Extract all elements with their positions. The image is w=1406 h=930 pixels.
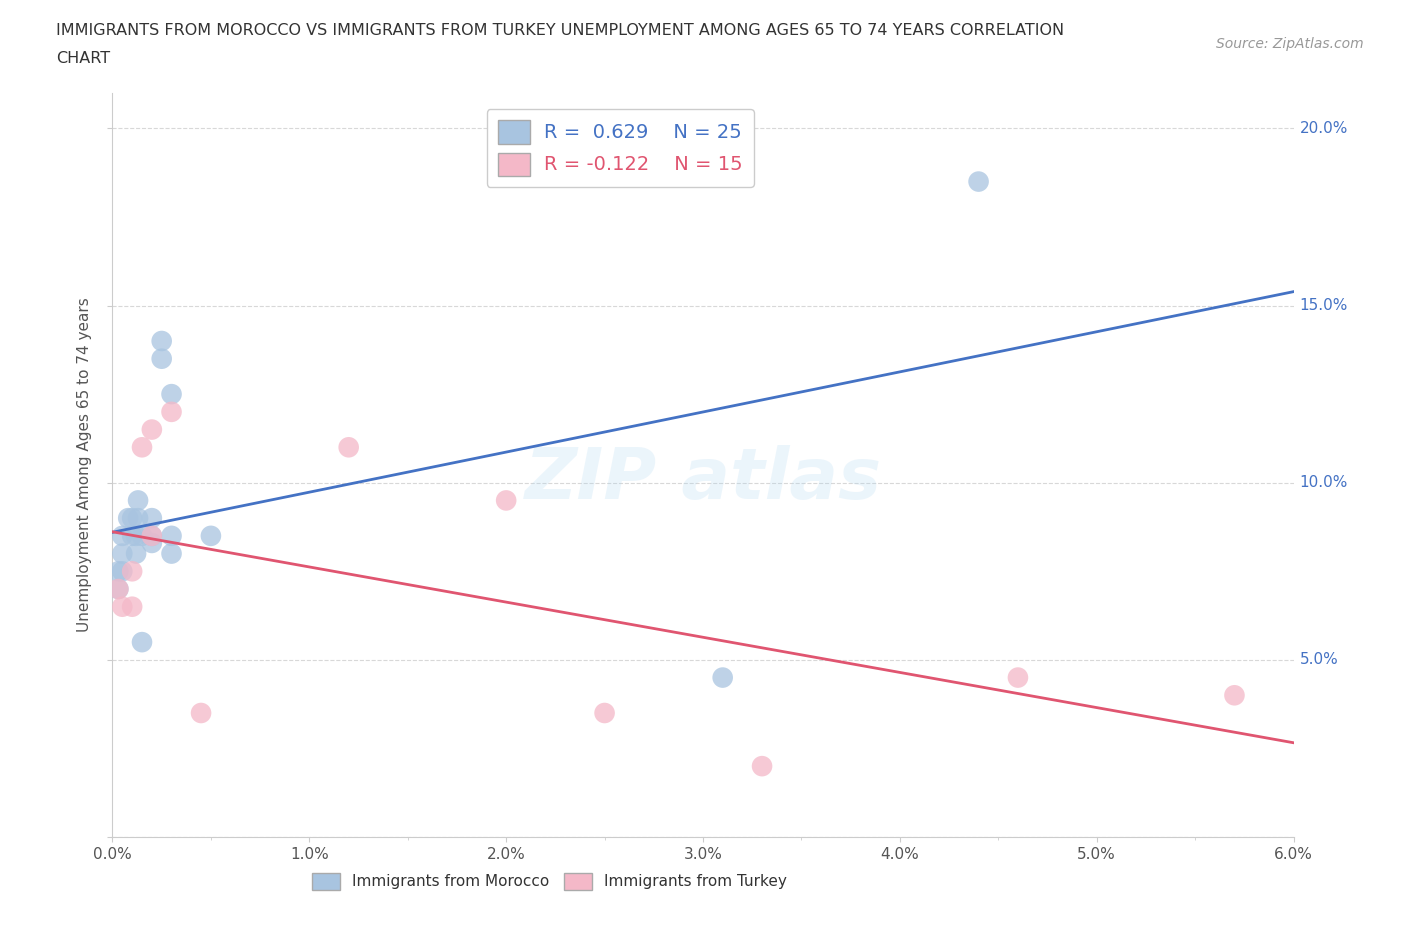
Point: [111, 528, 134, 543]
Text: 10.0%: 10.0%: [1299, 475, 1348, 490]
Point: [150, 352, 173, 366]
Point: [107, 564, 129, 578]
Point: [495, 493, 517, 508]
Y-axis label: Unemployment Among Ages 65 to 74 years: Unemployment Among Ages 65 to 74 years: [77, 298, 91, 632]
Point: [160, 546, 183, 561]
Point: [127, 493, 149, 508]
Point: [117, 511, 139, 525]
Text: IMMIGRANTS FROM MOROCCO VS IMMIGRANTS FROM TURKEY UNEMPLOYMENT AMONG AGES 65 TO : IMMIGRANTS FROM MOROCCO VS IMMIGRANTS FR…: [56, 23, 1064, 38]
Point: [160, 405, 183, 419]
Point: [121, 511, 143, 525]
Point: [131, 440, 153, 455]
Text: 20.0%: 20.0%: [1299, 121, 1348, 136]
Point: [121, 599, 143, 614]
Point: [141, 511, 163, 525]
Point: [190, 706, 212, 721]
Point: [200, 528, 222, 543]
Point: [131, 634, 153, 649]
Point: [593, 706, 616, 721]
Text: Source: ZipAtlas.com: Source: ZipAtlas.com: [1216, 37, 1364, 51]
Text: 15.0%: 15.0%: [1299, 299, 1348, 313]
Point: [967, 174, 990, 189]
Point: [711, 671, 734, 685]
Point: [125, 546, 148, 561]
Point: [141, 536, 163, 551]
Point: [107, 581, 129, 596]
Point: [131, 528, 153, 543]
Point: [337, 440, 360, 455]
Point: [125, 528, 148, 543]
Point: [141, 528, 163, 543]
Text: ZIP atlas: ZIP atlas: [524, 445, 882, 514]
Point: [127, 511, 149, 525]
Point: [111, 546, 134, 561]
Point: [751, 759, 773, 774]
Point: [111, 599, 134, 614]
Point: [121, 528, 143, 543]
Point: [1223, 688, 1246, 703]
Text: 5.0%: 5.0%: [1299, 652, 1339, 668]
Point: [107, 581, 129, 596]
Point: [141, 422, 163, 437]
Point: [121, 564, 143, 578]
Point: [111, 564, 134, 578]
Point: [160, 528, 183, 543]
Point: [1007, 671, 1029, 685]
Point: [141, 528, 163, 543]
Legend: Immigrants from Morocco, Immigrants from Turkey: Immigrants from Morocco, Immigrants from…: [307, 867, 793, 897]
Point: [160, 387, 183, 402]
Point: [150, 334, 173, 349]
Text: CHART: CHART: [56, 51, 110, 66]
